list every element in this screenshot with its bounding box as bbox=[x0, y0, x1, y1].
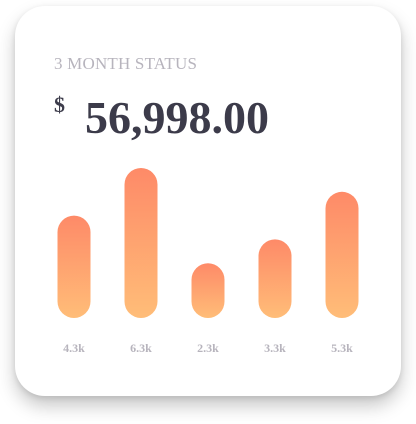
bar-5 bbox=[325, 191, 359, 318]
currency-symbol: $ bbox=[54, 92, 65, 117]
bar-label-1: 4.3k bbox=[63, 341, 85, 355]
card-label: 3 MONTH STATUS bbox=[54, 54, 198, 73]
bar-label-2: 6.3k bbox=[130, 341, 152, 355]
bar-1 bbox=[57, 215, 91, 318]
bar-2 bbox=[124, 168, 158, 318]
bar-label-5: 5.3k bbox=[331, 341, 353, 355]
bar-label-3: 2.3k bbox=[197, 341, 219, 355]
bar-chart: 4.3k 6.3k 2.3k 3.3k 5.3k bbox=[57, 168, 359, 355]
bar-4 bbox=[258, 239, 292, 318]
status-card: 3 MONTH STATUS $ 56,998.00 4.3k 6.3k 2.3k 3… bbox=[15, 6, 401, 396]
total-amount: 56,998.00 bbox=[85, 92, 269, 143]
bar-3 bbox=[191, 263, 225, 318]
bar-label-4: 3.3k bbox=[264, 341, 286, 355]
